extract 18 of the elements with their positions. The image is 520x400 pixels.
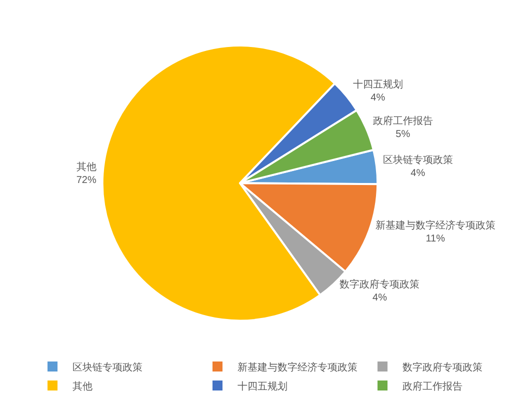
legend-label: 政府工作报告 xyxy=(402,380,462,392)
legend-label: 其他 xyxy=(72,380,92,392)
slice-label: 其他 xyxy=(76,160,96,173)
legend-label: 十四五规划 xyxy=(238,380,288,392)
slice-label: 十四五规划 xyxy=(352,78,403,91)
slice-label: 政府工作报告 xyxy=(372,114,433,127)
data-label: 4% xyxy=(372,292,388,304)
legend-label: 区块链专项政策 xyxy=(72,361,142,374)
data-label: 5% xyxy=(396,128,410,140)
data-label: 4% xyxy=(370,92,386,104)
data-label: 11% xyxy=(426,234,446,245)
data-label: 72% xyxy=(76,174,96,186)
slice-label: 区块链专项政策 xyxy=(382,154,453,166)
slice-label: 新基建与数字经济专项政策 xyxy=(375,220,496,232)
data-label: 4% xyxy=(410,168,426,180)
slice-label: 数字政府专项政策 xyxy=(340,278,420,290)
legend-label: 数字政府专项政策 xyxy=(402,361,482,374)
legend-label: 新基建与数字经济专项政策 xyxy=(238,361,358,374)
